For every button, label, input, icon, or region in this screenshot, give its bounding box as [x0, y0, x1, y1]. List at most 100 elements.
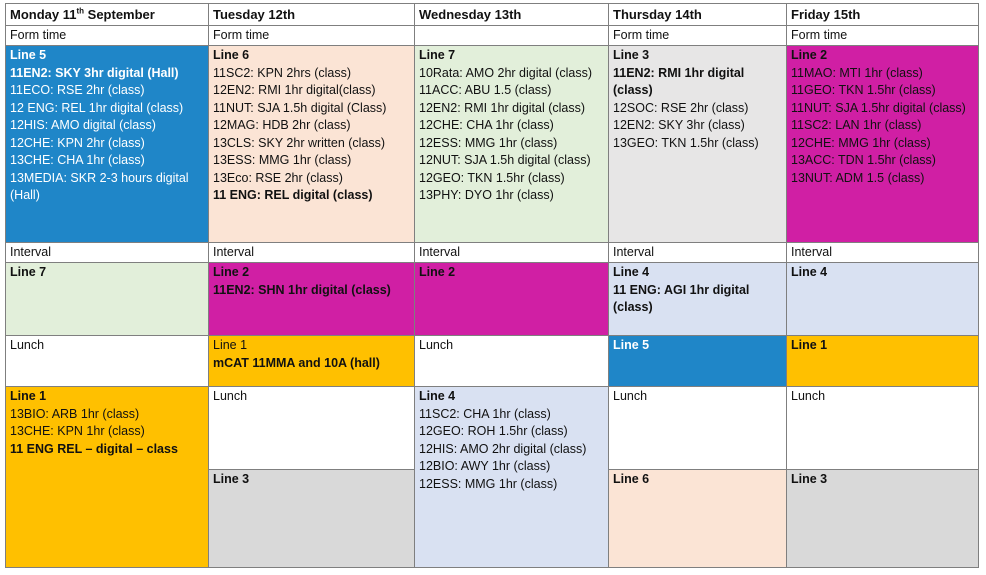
form-time-thursday: Form time [608, 25, 787, 46]
interval-tuesday: Interval [208, 242, 415, 263]
friday-line-2-title: Line 2 [791, 48, 828, 62]
friday-line-3-title: Line 3 [791, 472, 828, 486]
lunch-friday: Lunch [786, 386, 979, 470]
lunch-monday: Lunch [5, 335, 209, 387]
tuesday-line-3: Line 3 [208, 469, 415, 568]
wednesday-line-4-entry: 12ESS: MMG 1hr (class) [419, 476, 558, 491]
interval-monday: Interval [5, 242, 209, 263]
wednesday-line-7-entry: 12EN2: RMI 1hr digital (class) [419, 100, 586, 115]
friday-line-2-entry: 11MAO: MTI 1hr (class) [791, 65, 923, 80]
monday-line-5-entry: 12 ENG: REL 1hr digital (class) [10, 100, 184, 115]
tuesday-line-6-entry: 12EN2: RMI 1hr digital(class) [213, 83, 376, 97]
thursday-line-3-title: Line 3 [613, 48, 650, 62]
tuesday-line-6-entry: 13ESS: MMG 1hr (class) [213, 153, 352, 167]
wednesday-line-7: Line 7 10Rata: AMO 2hr digital (class) 1… [414, 45, 609, 243]
thursday-line-5-title: Line 5 [613, 338, 650, 352]
friday-line-2-entry: 11NUT: SJA 1.5hr digital (class) [791, 100, 966, 115]
tuesday-line-2-title: Line 2 [213, 265, 250, 279]
thursday-line-3-entry: 11EN2: RMI 1hr digital (class) [613, 65, 745, 98]
friday-line-4: Line 4 [786, 262, 979, 336]
wednesday-line-7-entry: 12GEO: TKN 1.5hr (class) [419, 170, 565, 185]
monday-line-1-title: Line 1 [10, 389, 47, 403]
thursday-line-3-entry: 12EN2: SKY 3hr (class) [613, 118, 745, 132]
tuesday-line-6-title: Line 6 [213, 48, 250, 62]
tuesday-line-6-entry: 11NUT: SJA 1.5h digital (Class) [213, 100, 387, 115]
form-time-tuesday: Form time [208, 25, 415, 46]
wednesday-line-7-entry: 10Rata: AMO 2hr digital (class) [419, 65, 592, 80]
monday-line-5-entry: 12HIS: AMO digital (class) [10, 118, 156, 132]
thursday-line-3-entry: 12SOC: RSE 2hr (class) [613, 100, 749, 115]
monday-line-1-entry: 13BIO: ARB 1hr (class) [10, 406, 140, 421]
thursday-line-6-title: Line 6 [613, 472, 650, 486]
interval-thursday: Interval [608, 242, 787, 263]
header-wednesday: Wednesday 13th [414, 3, 609, 26]
thursday-line-4-title: Line 4 [613, 265, 650, 279]
wednesday-line-4-entry: 11SC2: CHA 1hr (class) [419, 406, 551, 421]
monday-line-1-entry: 13CHE: KPN 1hr (class) [10, 424, 145, 438]
tuesday-line-6-entry: 12MAG: HDB 2hr (class) [213, 118, 351, 132]
header-monday-rest: September [84, 7, 155, 22]
timetable: Monday 11th September Tuesday 12th Wedne… [5, 3, 979, 568]
tuesday-line-6-entry: 13Eco: RSE 2hr (class) [213, 170, 343, 185]
monday-line-1: Line 1 13BIO: ARB 1hr (class) 13CHE: KPN… [5, 386, 209, 568]
wednesday-line-4-title: Line 4 [419, 389, 456, 403]
tuesday-line-6-entry: 13CLS: SKY 2hr written (class) [213, 135, 386, 150]
wednesday-line-7-title: Line 7 [419, 48, 456, 62]
tuesday-line-6-entry: 11 ENG: REL digital (class) [213, 188, 373, 202]
monday-line-7: Line 7 [5, 262, 209, 336]
tuesday-line-6-entry: 11SC2: KPN 2hrs (class) [213, 65, 352, 80]
tuesday-line-2: Line 2 11EN2: SHN 1hr digital (class) [208, 262, 415, 336]
wednesday-line-2-title: Line 2 [419, 265, 456, 279]
interval-wednesday: Interval [414, 242, 609, 263]
friday-line-4-title: Line 4 [791, 265, 828, 279]
lunch-tuesday: Lunch [208, 386, 415, 470]
monday-line-5-entry: 12CHE: KPN 2hr (class) [10, 135, 145, 150]
wednesday-line-4-entry: 12BIO: AWY 1hr (class) [419, 459, 551, 473]
monday-line-5-entry: 13CHE: CHA 1hr (class) [10, 153, 145, 167]
tuesday-line-1-entry: mCAT 11MMA and 10A (hall) [213, 355, 380, 370]
header-friday: Friday 15th [786, 3, 979, 26]
lunch-thursday: Lunch [608, 386, 787, 470]
thursday-line-3-entry: 13GEO: TKN 1.5hr (class) [613, 135, 759, 150]
lunch-wednesday: Lunch [414, 335, 609, 387]
thursday-line-3: Line 3 11EN2: RMI 1hr digital (class) 12… [608, 45, 787, 243]
tuesday-line-2-entry: 11EN2: SHN 1hr digital (class) [213, 282, 391, 297]
tuesday-line-3-title: Line 3 [213, 472, 250, 486]
friday-line-3: Line 3 [786, 469, 979, 568]
friday-line-1: Line 1 [786, 335, 979, 387]
wednesday-line-2: Line 2 [414, 262, 609, 336]
friday-line-2: Line 2 11MAO: MTI 1hr (class) 11GEO: TKN… [786, 45, 979, 243]
monday-line-5-title: Line 5 [10, 48, 47, 62]
thursday-line-4: Line 4 11 ENG: AGI 1hr digital (class) [608, 262, 787, 336]
monday-line-5-entry: 11EN2: SKY 3hr digital (Hall) [10, 65, 179, 80]
form-time-monday: Form time [5, 25, 209, 46]
header-monday-title: Monday 11 [10, 7, 77, 22]
wednesday-line-7-entry: 12NUT: SJA 1.5h digital (class) [419, 153, 591, 167]
wednesday-line-7-entry: 11ACC: ABU 1.5 (class) [419, 83, 552, 97]
wednesday-line-7-entry: 13PHY: DYO 1hr (class) [419, 188, 554, 202]
tuesday-line-1: Line 1 mCAT 11MMA and 10A (hall) [208, 335, 415, 387]
friday-line-2-entry: 11GEO: TKN 1.5hr (class) [791, 83, 936, 97]
wednesday-line-7-entry: 12ESS: MMG 1hr (class) [419, 135, 558, 150]
tuesday-line-1-title: Line 1 [213, 338, 248, 352]
interval-friday: Interval [786, 242, 979, 263]
friday-line-2-entry: 13ACC: TDN 1.5hr (class) [791, 153, 936, 167]
wednesday-line-4-entry: 12GEO: ROH 1.5hr (class) [419, 424, 568, 438]
thursday-line-4-entry: 11 ENG: AGI 1hr digital (class) [613, 282, 750, 315]
friday-line-2-entry: 12CHE: MMG 1hr (class) [791, 135, 931, 150]
form-time-wednesday-empty [414, 25, 609, 46]
form-time-friday: Form time [786, 25, 979, 46]
tuesday-line-6: Line 6 11SC2: KPN 2hrs (class) 12EN2: RM… [208, 45, 415, 243]
monday-line-5-entry: 13MEDIA: SKR 2-3 hours digital (Hall) [10, 170, 189, 203]
friday-line-2-entry: 13NUT: ADM 1.5 (class) [791, 170, 925, 185]
header-monday-sup: th [76, 6, 85, 16]
monday-line-7-title: Line 7 [10, 265, 47, 279]
friday-line-2-entry: 11SC2: LAN 1hr (class) [791, 118, 922, 132]
friday-line-1-title: Line 1 [791, 338, 828, 352]
wednesday-line-4-entry: 12HIS: AMO 2hr digital (class) [419, 441, 587, 456]
monday-line-1-entry: 11 ENG REL – digital – class [10, 441, 178, 456]
header-tuesday: Tuesday 12th [208, 3, 415, 26]
thursday-line-6: Line 6 [608, 469, 787, 568]
wednesday-line-4: Line 4 11SC2: CHA 1hr (class) 12GEO: ROH… [414, 386, 609, 568]
wednesday-line-7-entry: 12CHE: CHA 1hr (class) [419, 118, 554, 132]
